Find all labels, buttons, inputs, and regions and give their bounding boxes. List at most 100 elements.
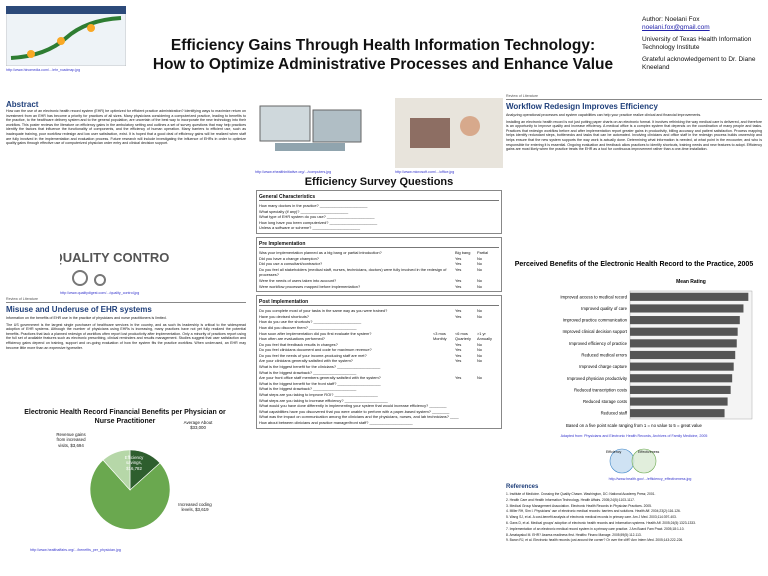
survey-row: Do you feel all stakeholders (medical st… — [259, 267, 499, 278]
survey-question: Were the needs of users taken into accou… — [259, 277, 337, 283]
diagram-label: Effectiveness — [638, 450, 660, 454]
survey-row: What steps are you taking to improve ROI… — [259, 392, 499, 398]
survey-question: How many doctors in the practice? ______… — [259, 203, 368, 208]
chart-title: Perceived Benefits of the Electronic Hea… — [515, 261, 754, 268]
category-label: Improved access to medical record — [560, 294, 627, 299]
survey-row: Are your clinicians generally satisfied … — [259, 358, 499, 364]
reference: 2. Health Care and Health Information Te… — [506, 497, 635, 502]
survey-option: No — [477, 313, 482, 319]
bar — [630, 316, 740, 325]
survey-row: How do you use the shortcuts? __________… — [259, 319, 499, 325]
survey-question: What is the biggest benefit for the fron… — [259, 380, 381, 386]
survey-option: No — [477, 266, 482, 272]
survey-row: How soon after implementation did you fi… — [259, 331, 499, 337]
survey-row: Did you use a consultant/contractor? Yes N… — [259, 261, 499, 267]
lead: Information on the benefits of EHR use i… — [6, 316, 167, 320]
bar — [630, 350, 736, 360]
image-caption: http://www.microsoft.com/.../office.jpg — [395, 170, 455, 174]
survey-section-heading: Pre Implementation — [259, 241, 499, 248]
survey-row: Did you have a change champion? Yes No — [259, 256, 499, 262]
survey-option: Yes — [455, 352, 462, 358]
category-label: Improved practice communication — [563, 318, 628, 323]
survey-question: How about between clinicians and practic… — [259, 420, 413, 425]
bar-chart: Perceived Benefits of the Electronic Hea… — [515, 261, 754, 438]
survey-question: How long have you been computerized? ___… — [259, 219, 378, 225]
survey-option: Yes — [455, 341, 462, 347]
survey-row: Are your front office staff members gene… — [259, 375, 499, 381]
survey-question: What would you have done differently in … — [259, 403, 447, 409]
survey-option: >1 yr — [477, 330, 486, 336]
survey-question: Did you use a consultant/contractor? — [259, 261, 323, 267]
category-label: Improved charge capture — [579, 364, 627, 369]
survey-option: Yes — [455, 277, 462, 283]
reference: 3. Medical Group Management Association.… — [506, 503, 652, 508]
survey-option: Yes — [455, 375, 462, 381]
survey-question: How often are evaluations performed? — [259, 336, 325, 342]
survey-question: What steps are you taking to improve ROI… — [259, 392, 378, 398]
survey-option: No — [477, 277, 482, 283]
survey-option: No — [477, 261, 482, 267]
survey-question: Unless a software or scheme? ___________… — [259, 225, 361, 231]
bar — [630, 292, 749, 301]
survey-section-heading: Post Implementation — [259, 299, 499, 307]
office-image — [395, 98, 503, 168]
survey-question: Do you feel all stakeholders (medical st… — [259, 266, 447, 278]
survey-row: What type of EHR system do you use? ____… — [259, 214, 499, 220]
lead: Analyzing operational processes and syst… — [506, 113, 702, 117]
survey-question: Do you feel that feedback results in cha… — [259, 341, 338, 347]
email[interactable]: noelani.fox@gmail.com — [642, 24, 710, 31]
survey-option: Yes — [455, 358, 462, 364]
survey-row: Were the needs of users taken into accou… — [259, 278, 499, 284]
bar — [630, 374, 733, 383]
survey-row: Do you feel clinicians document and code… — [259, 347, 499, 353]
survey-option: No — [477, 358, 482, 364]
section-heading: Misuse and Underuse of EHR systems — [6, 305, 152, 314]
survey-question: How did you discover them? _____________… — [259, 324, 357, 330]
survey-question: Do you feel clinicians document and code… — [259, 347, 372, 353]
bar — [630, 397, 728, 406]
affiliation: University of Texas Health Information T… — [642, 36, 752, 51]
literature-body: Installing an electronic health record i… — [506, 119, 762, 152]
survey-question: Are your clinicians generally satisfied … — [259, 358, 353, 364]
pie-label: Increased coding levels, $3,619 — [178, 502, 212, 513]
image-caption: http://www.health.gov/.../efficiency_eff… — [608, 477, 692, 481]
survey-section: General Characteristics How many doctors … — [256, 190, 502, 234]
quality-image: QUALITY CONTROL — [60, 250, 170, 286]
reference: 7. Implementation of an electronic medic… — [506, 526, 685, 531]
survey-question: What is the biggest drawback? __________… — [259, 369, 357, 375]
survey-row: How many doctors in the practice? ______… — [259, 203, 499, 209]
survey-option: <3 mos — [433, 330, 446, 336]
bar — [630, 339, 737, 348]
survey-row: Do you feel that feedback results in cha… — [259, 342, 499, 348]
category-label: Reduced medical errors — [581, 353, 627, 358]
image-caption: http://www.ehealthinitiative.org/.../com… — [255, 170, 332, 174]
survey-question: What capabilities have you discovered th… — [259, 408, 450, 414]
author: Author: Noelani Fox — [642, 16, 700, 23]
survey-row: What capabilities have you discovered th… — [259, 409, 499, 415]
axis-title: Mean Rating — [676, 279, 706, 285]
bar — [630, 409, 725, 418]
category-label: Reduced staff — [601, 411, 628, 416]
bar — [630, 327, 738, 336]
title-line: How to Optimize Administrative Processes… — [152, 56, 614, 73]
survey-option: No — [477, 283, 482, 289]
reference: 8. Amatayakul M. EHR? Assess readiness f… — [506, 532, 642, 537]
pie-title: Electronic Health Record Financial Benef… — [24, 409, 226, 425]
survey-row: How long have you been computerized? ___… — [259, 220, 499, 226]
reference: 6. Gans D, et al. Medical groups' adopti… — [506, 520, 696, 525]
survey-row: What is the biggest drawback? __________… — [259, 370, 499, 376]
kicker: Review of Literature — [6, 297, 246, 303]
title-line: Efficiency Gains Through Health Informat… — [170, 37, 596, 54]
computers-image — [259, 105, 362, 151]
abstract-body: How can the use of an electronic health … — [6, 109, 246, 146]
survey-question: How do you use the shortcuts? __________… — [259, 319, 362, 325]
reference: 5. Wang SJ, et al. A cost-benefit analys… — [506, 515, 677, 520]
section-heading: Workflow Redesign Improves Efficiency — [506, 102, 658, 111]
survey-option: Yes — [455, 255, 462, 261]
survey-option: Yes — [455, 283, 462, 289]
category-label: Improved physician productivity — [567, 376, 628, 381]
reference: 9. Baron RJ, et al. Electronic health re… — [506, 538, 684, 543]
survey-row: What steps are you taking to increase ef… — [259, 398, 499, 404]
survey-row: What specialty (if any)? _______________… — [259, 209, 499, 215]
survey-option: No — [477, 347, 482, 353]
